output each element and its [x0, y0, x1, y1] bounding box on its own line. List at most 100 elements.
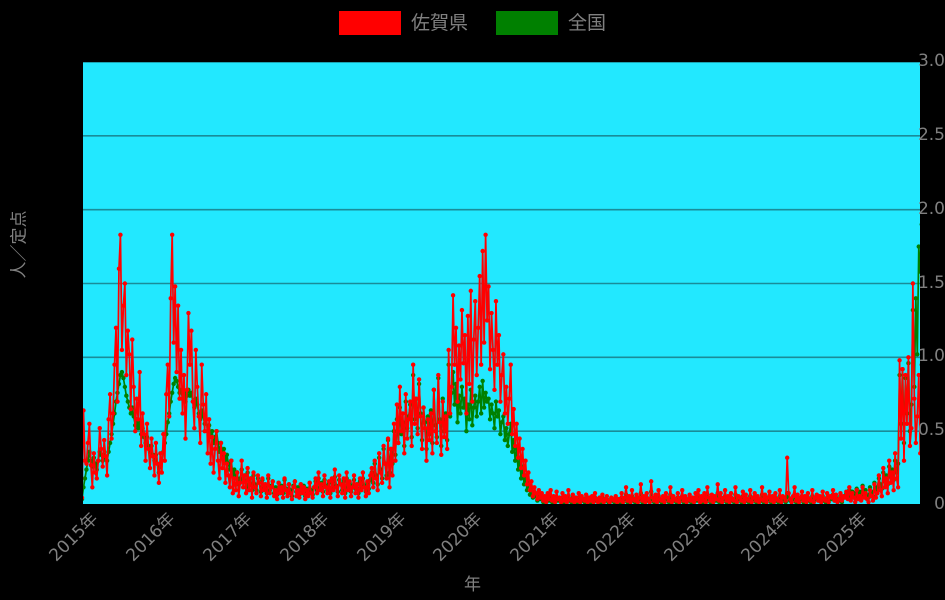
- data-point: [195, 384, 200, 390]
- data-point: [690, 495, 695, 500]
- data-point: [433, 428, 438, 434]
- data-point: [334, 485, 339, 490]
- data-point: [223, 480, 228, 486]
- x-tick-label: 2025年: [814, 508, 872, 566]
- legend-item-saga[interactable]: 佐賀県: [338, 11, 468, 35]
- data-point: [345, 488, 351, 493]
- legend-swatch-national: [496, 11, 558, 35]
- data-point: [478, 362, 484, 367]
- data-point: [620, 499, 626, 505]
- x-tick-label: 2019年: [353, 508, 410, 566]
- data-point: [533, 490, 539, 496]
- data-point: [512, 458, 518, 463]
- data-point: [124, 393, 129, 398]
- data-point: [375, 488, 380, 493]
- data-point: [419, 446, 425, 452]
- data-point: [663, 490, 669, 496]
- data-point: [106, 417, 111, 422]
- data-point: [721, 495, 726, 500]
- data-point: [437, 420, 442, 425]
- data-point: [428, 411, 434, 416]
- data-point: [557, 495, 562, 500]
- data-point: [298, 482, 304, 487]
- data-point: [165, 420, 170, 425]
- data-point: [261, 488, 267, 493]
- y-tick-label: 2.0: [917, 198, 945, 219]
- data-point: [249, 495, 255, 500]
- plot-area: [82, 62, 920, 505]
- data-point: [854, 488, 859, 493]
- data-point: [508, 362, 513, 367]
- data-point: [288, 490, 293, 496]
- data-point: [246, 488, 252, 493]
- data-point: [656, 488, 661, 493]
- data-point: [131, 384, 136, 390]
- data-point: [470, 399, 475, 404]
- data-point: [477, 273, 482, 279]
- data-point: [502, 411, 508, 416]
- data-point: [189, 328, 194, 333]
- data-point: [421, 405, 426, 410]
- data-point: [416, 377, 422, 382]
- data-point: [860, 485, 865, 490]
- data-point: [221, 451, 227, 456]
- data-point: [168, 296, 173, 301]
- data-point: [116, 266, 122, 271]
- data-point: [149, 436, 154, 441]
- data-point: [489, 310, 494, 316]
- data-point: [539, 490, 544, 496]
- data-point: [552, 499, 558, 505]
- data-point: [350, 485, 355, 490]
- data-point: [527, 488, 533, 493]
- data-point: [487, 417, 493, 422]
- data-point: [177, 396, 182, 401]
- data-point: [481, 405, 487, 410]
- data-point: [915, 414, 920, 419]
- data-point: [230, 490, 235, 496]
- data-point: [511, 406, 516, 412]
- data-point: [274, 496, 280, 502]
- data-point: [178, 347, 184, 353]
- data-point: [830, 488, 836, 493]
- data-point: [918, 269, 920, 274]
- data-point: [412, 421, 417, 426]
- data-point: [137, 369, 142, 375]
- data-point: [751, 495, 756, 500]
- data-point: [164, 392, 169, 397]
- data-point: [254, 490, 259, 496]
- data-point: [113, 325, 119, 330]
- data-point: [894, 476, 899, 481]
- data-point: [648, 479, 654, 484]
- data-point: [487, 366, 493, 372]
- data-point: [187, 362, 193, 367]
- data-point: [291, 485, 296, 490]
- data-point: [100, 464, 105, 469]
- data-point: [186, 310, 191, 316]
- data-point: [529, 479, 534, 484]
- data-point: [124, 372, 129, 378]
- data-point: [368, 473, 373, 478]
- data-point: [490, 411, 496, 416]
- data-point: [156, 480, 162, 486]
- legend-item-national[interactable]: 全国: [496, 11, 606, 35]
- data-point: [221, 446, 227, 452]
- data-point: [789, 499, 794, 505]
- data-point: [229, 458, 234, 463]
- y-tick-mark: [74, 430, 82, 433]
- x-tick-label: 2024年: [737, 508, 795, 566]
- data-point: [206, 417, 212, 422]
- data-point: [135, 426, 141, 431]
- data-point: [510, 431, 515, 437]
- data-point: [193, 347, 199, 353]
- data-point: [467, 417, 472, 422]
- data-point: [112, 362, 117, 367]
- data-point: [158, 451, 163, 456]
- data-point: [82, 476, 88, 481]
- data-point: [458, 411, 463, 416]
- data-point: [839, 498, 845, 503]
- data-point: [907, 443, 913, 449]
- data-point: [499, 372, 505, 378]
- data-point: [473, 299, 478, 304]
- data-point: [266, 473, 271, 478]
- data-point: [461, 361, 466, 366]
